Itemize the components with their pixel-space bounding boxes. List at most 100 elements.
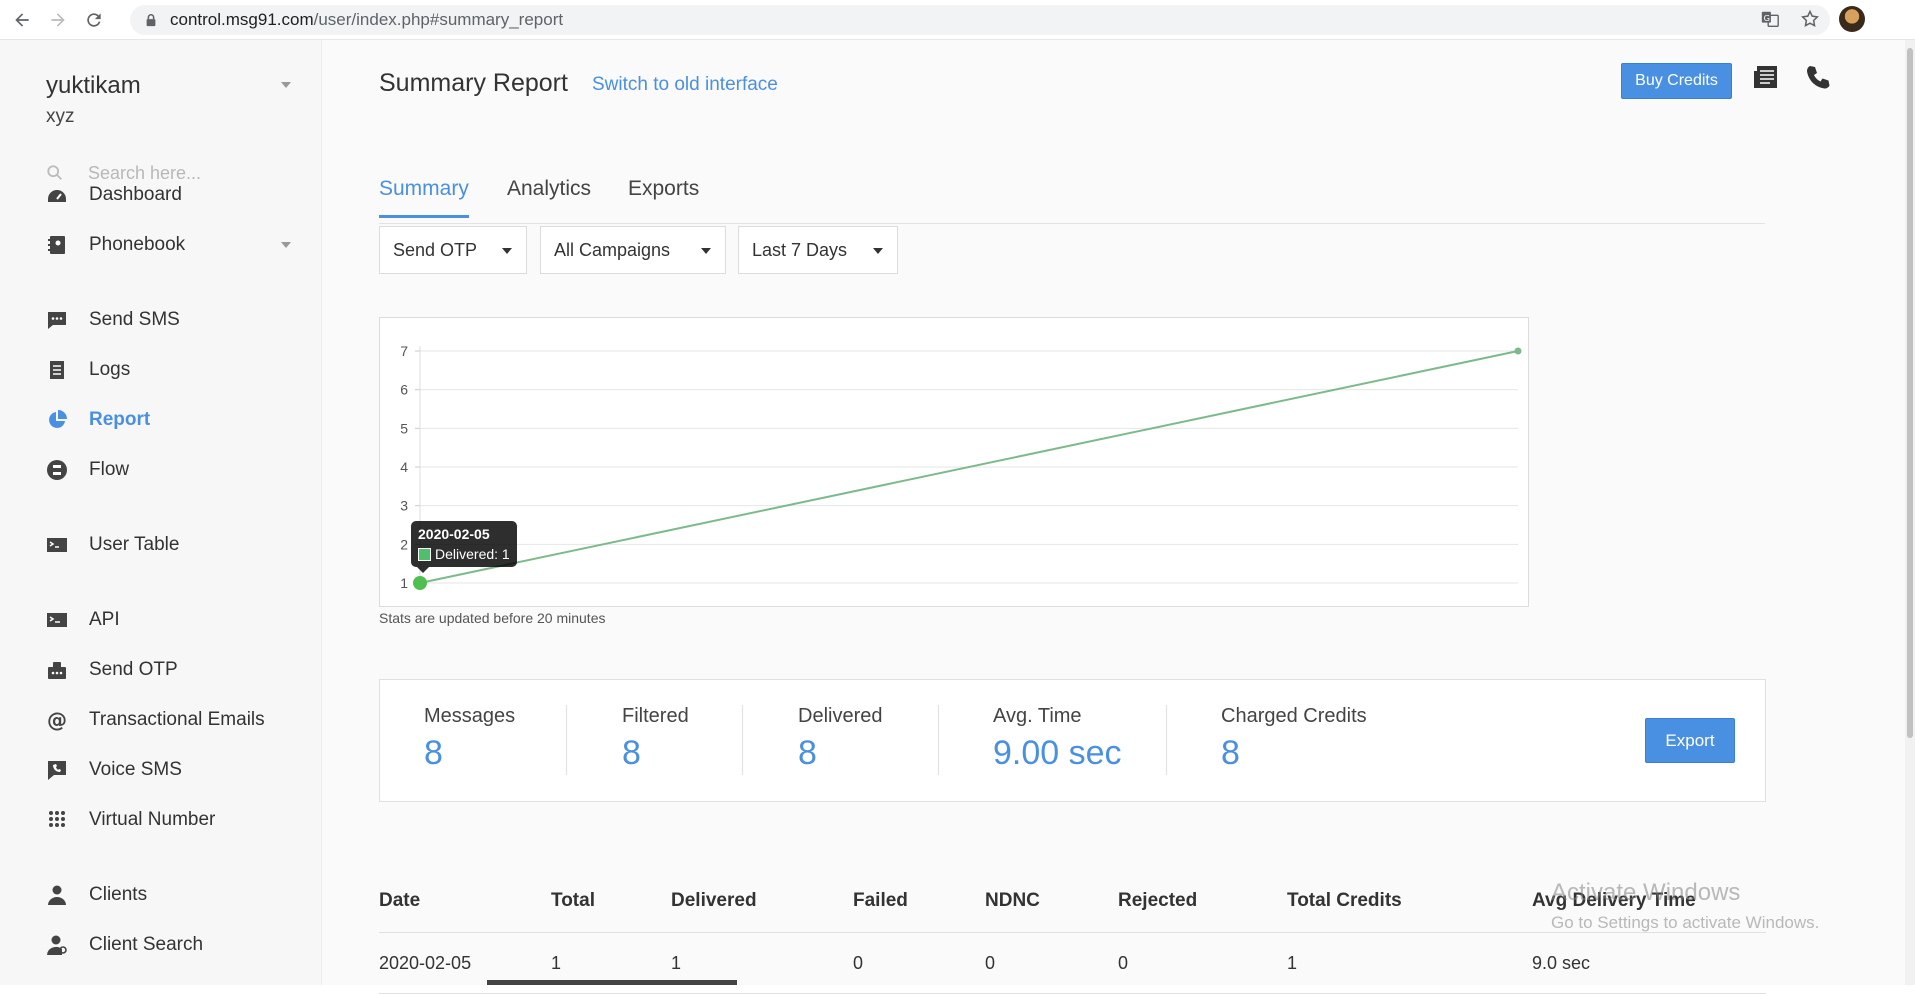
table-cell: 0 [853, 953, 864, 973]
page-scrollbar[interactable] [1905, 40, 1915, 985]
stat-delivered: Delivered 8 [798, 705, 882, 773]
account-block[interactable]: yuktikam xyz [46, 72, 141, 128]
switch-old-interface-link[interactable]: Switch to old interface [592, 74, 778, 95]
sidebar-item-send-sms[interactable]: Send SMS [46, 304, 296, 336]
sidebar-item-voice-sms[interactable]: Voice SMS [46, 754, 296, 786]
chart-tooltip: 2020-02-05 Delivered: 1 [411, 521, 517, 573]
sidebar-item-clients[interactable]: Clients [46, 879, 296, 911]
watermark-title: Activate Windows [1551, 879, 1741, 906]
stat-value: 8 [1221, 734, 1240, 772]
data-point[interactable] [1514, 347, 1522, 355]
column-header[interactable]: Total [551, 890, 595, 911]
sidebar-item-api[interactable]: API [46, 604, 296, 636]
sms-icon [46, 309, 68, 331]
sidebar-item-dashboard[interactable]: Dashboard [46, 179, 296, 211]
tab-analytics[interactable]: Analytics [507, 177, 592, 200]
column-header[interactable]: Total Credits [1287, 890, 1402, 911]
divider [566, 705, 567, 775]
stat-label: Messages [424, 705, 516, 727]
column-header[interactable]: Failed [853, 890, 908, 911]
svg-text:G: G [1764, 13, 1770, 23]
column-header[interactable]: NDNC [985, 890, 1040, 911]
campaign-select[interactable]: All Campaigns [540, 226, 726, 274]
tab-summary[interactable]: Summary [379, 177, 469, 218]
url-path: /user/index.php#summary_report [313, 10, 564, 29]
news-icon[interactable] [1751, 62, 1781, 92]
sidebar-item-label: Logs [89, 359, 131, 380]
sidebar-item-user-table[interactable]: User Table [46, 529, 296, 561]
svg-text:@: @ [47, 709, 67, 731]
caret-down-icon [701, 248, 711, 254]
buy-credits-button[interactable]: Buy Credits [1621, 63, 1732, 99]
stats-card: Messages 8 Filtered 8 Delivered 8 Avg. T… [379, 679, 1766, 802]
sidebar-item-client-search[interactable]: Client Search [46, 929, 296, 961]
phonebook-icon [46, 234, 68, 256]
type-select-value: Send OTP [393, 239, 478, 260]
sidebar-item-label: Clients [89, 884, 148, 905]
translate-icon[interactable]: G [1759, 8, 1781, 30]
sidebar-item-send-otp[interactable]: Send OTP [46, 654, 296, 686]
column-header[interactable]: Rejected [1118, 890, 1198, 911]
divider [1166, 705, 1167, 775]
clients-icon [46, 884, 68, 906]
flow-icon [46, 459, 68, 481]
y-tick-label: 5 [400, 420, 408, 436]
scrollbar-thumb[interactable] [1907, 48, 1913, 738]
report-tabs: Summary Analytics Exports [379, 132, 1765, 224]
sidebar-item-label: Virtual Number [89, 809, 216, 830]
lock-icon [146, 14, 156, 27]
divider [742, 705, 743, 775]
tooltip-date: 2020-02-05 [418, 526, 490, 542]
stat-value: 8 [622, 734, 641, 772]
y-tick-label: 2 [400, 536, 408, 552]
reload-icon[interactable] [80, 6, 108, 34]
table-cell: 9.0 sec [1532, 953, 1591, 973]
stat-label: Filtered [622, 705, 689, 727]
column-header[interactable]: Delivered [671, 890, 757, 911]
tooltip-value: Delivered: 1 [435, 546, 510, 562]
sidebar-item-label: Phonebook [89, 234, 186, 255]
sidebar-item-flow[interactable]: Flow [46, 454, 296, 486]
url-host: control.msg91.com [170, 10, 314, 29]
tab-exports[interactable]: Exports [628, 177, 700, 200]
column-header[interactable]: Avg Delivery Time [1532, 890, 1696, 911]
date-range-select[interactable]: Last 7 Days [738, 226, 898, 274]
sidebar-item-logs[interactable]: Logs [46, 354, 296, 386]
voice-icon [46, 759, 68, 781]
account-subtitle: xyz [46, 106, 75, 127]
y-tick-label: 6 [400, 382, 408, 398]
sidebar-item-label: Send SMS [89, 309, 180, 330]
sidebar-item-transactional-emails[interactable]: @ Transactional Emails [46, 704, 296, 736]
table-icon [46, 534, 68, 556]
column-header[interactable]: Date [379, 890, 421, 911]
sidebar-item-phonebook[interactable]: Phonebook [46, 229, 296, 261]
phone-icon[interactable] [1803, 62, 1833, 92]
table-cell: 1 [551, 953, 562, 973]
address-bar[interactable]: control.msg91.com/user/index.php#summary… [130, 5, 1830, 35]
stat-avg-time: Avg. Time 9.00 sec [993, 705, 1122, 773]
bottom-strip [487, 980, 737, 985]
account-caret-icon[interactable] [281, 82, 291, 88]
data-point[interactable] [413, 576, 427, 590]
sidebar-item-report[interactable]: Report [46, 404, 296, 436]
table-cell: 2020-02-05 [379, 953, 472, 973]
sidebar-item-label: Report [89, 409, 151, 430]
profile-avatar[interactable] [1839, 6, 1865, 32]
export-button[interactable]: Export [1645, 718, 1735, 763]
dialpad-icon [46, 809, 68, 831]
stats-note: Stats are updated before 20 minutes [379, 610, 606, 626]
dashboard-icon [46, 184, 68, 206]
client-search-icon [46, 934, 68, 956]
stat-label: Charged Credits [1221, 705, 1367, 727]
search-input[interactable] [88, 162, 288, 184]
sidebar-item-virtual-number[interactable]: Virtual Number [46, 804, 296, 836]
back-icon[interactable] [8, 6, 36, 34]
star-icon[interactable] [1799, 8, 1821, 30]
forward-icon[interactable] [44, 6, 72, 34]
terminal-icon [46, 609, 68, 631]
type-select[interactable]: Send OTP [379, 226, 527, 274]
stat-label: Avg. Time [993, 705, 1082, 727]
sidebar-item-label: User Table [89, 534, 180, 555]
chart-svg: 1 2 3 4 5 6 7 [400, 343, 1522, 591]
sidebar-item-label: Client Search [89, 934, 204, 955]
